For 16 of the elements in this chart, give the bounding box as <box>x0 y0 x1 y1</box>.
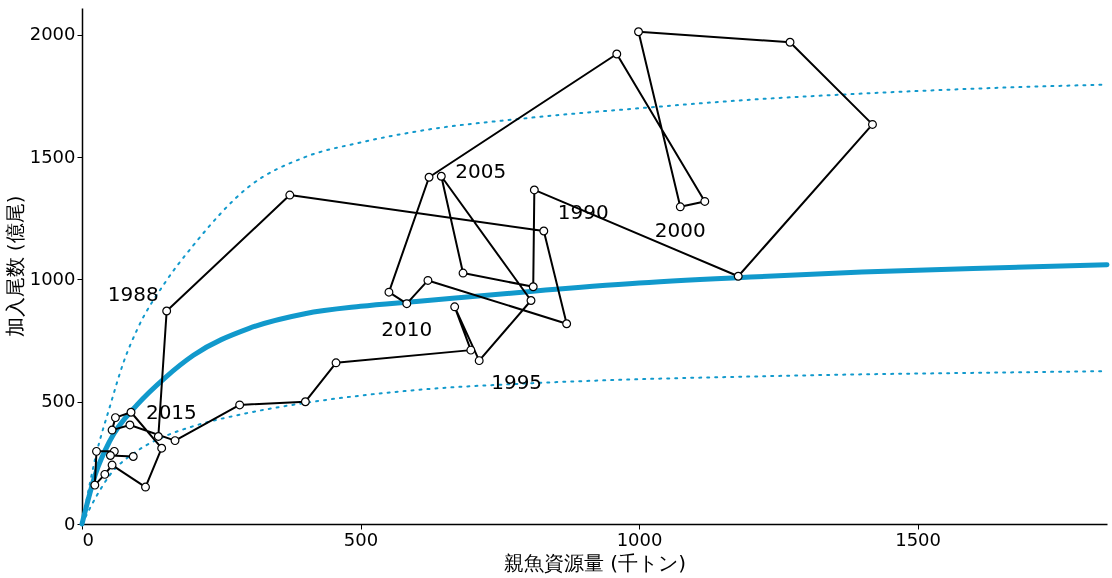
annotation: 2005 <box>455 159 507 184</box>
x-tick-label: 0 <box>82 528 94 550</box>
y-tick-label: 1500 <box>29 145 76 167</box>
annotation: 2000 <box>654 217 706 242</box>
y-tick-label: 2000 <box>29 23 76 45</box>
annotation: 2010 <box>381 316 433 341</box>
y-axis-title: 加入尾数 (億尾) <box>2 195 27 338</box>
x-tick-label: 1000 <box>616 528 663 550</box>
annotation: 1988 <box>107 282 159 306</box>
x-tick-label: 500 <box>343 528 379 550</box>
x-tick-label: 1500 <box>895 528 941 550</box>
y-tick-label: 1000 <box>29 267 76 289</box>
y-tick-label: 0 <box>64 512 76 534</box>
x-axis-title: 親魚資源量 (千トン) <box>504 550 686 575</box>
y-tick-label: 500 <box>41 390 76 412</box>
annotation: 1995 <box>491 369 543 394</box>
